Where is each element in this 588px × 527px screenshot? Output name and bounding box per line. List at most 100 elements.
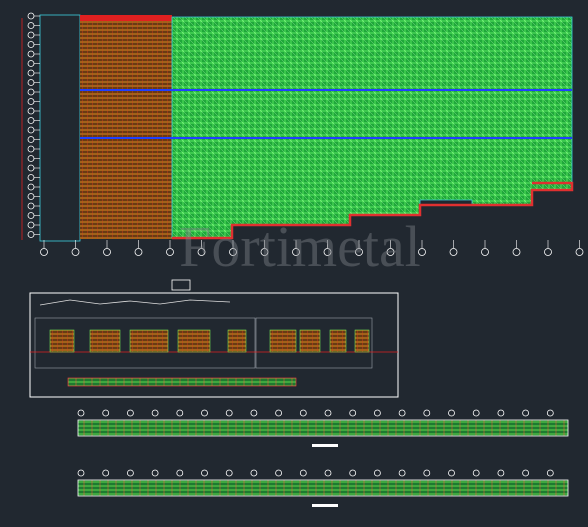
axis-bubble: [27, 183, 35, 191]
axis-bubble: [27, 60, 35, 67]
axis-bubble: [27, 107, 35, 115]
axis-bubble: [27, 174, 35, 181]
axis-bubble: [151, 469, 159, 477]
elevation: [269, 329, 297, 353]
title-box: [171, 279, 191, 291]
axis-bubble: [27, 117, 35, 124]
axis-bubble: [77, 409, 85, 417]
long-sections: [77, 409, 569, 507]
axis-bubble: [423, 409, 431, 417]
axis-bubble: [250, 469, 258, 477]
axis-bubble: [77, 469, 85, 477]
axis-bubble: [250, 409, 258, 417]
axis-bubble: [27, 221, 35, 229]
axis-bubble: [27, 31, 35, 39]
axis-bubble: [103, 248, 111, 256]
axis-bubble: [448, 409, 455, 417]
axis-bubble: [373, 469, 381, 477]
axis-bubble: [27, 145, 35, 153]
axis-bubble: [27, 69, 35, 77]
axis-bubble: [134, 248, 143, 256]
sheet-frame: [29, 292, 399, 398]
profile-line: [39, 299, 231, 306]
axis-bubble: [27, 136, 35, 143]
axis-bubble: [449, 248, 458, 256]
axis-bubble: [27, 155, 35, 162]
axis-bubble: [546, 469, 554, 477]
elevation: [299, 329, 321, 353]
axis-bubble: [448, 469, 455, 477]
axis-bubble: [275, 469, 283, 477]
axis-bubble: [398, 469, 406, 477]
axis-bubble: [102, 469, 110, 477]
axis-bubble: [27, 164, 35, 172]
axis-bubble: [27, 202, 35, 210]
hatched-zone: [80, 17, 172, 239]
axis-bubble: [260, 248, 269, 256]
axis-bubble: [225, 409, 233, 417]
section-sheet: [29, 279, 399, 398]
section-strip: [77, 419, 569, 437]
axis-bubble: [292, 248, 300, 256]
axis-bubble: [512, 248, 521, 256]
axis-bubble: [544, 248, 552, 256]
elevation: [89, 329, 121, 353]
axis-bubble: [27, 98, 35, 105]
axis-bubble: [349, 469, 357, 477]
axis-bubble: [176, 409, 184, 417]
plan-border: [39, 14, 81, 242]
axis-bubble: [225, 469, 233, 477]
axis-bubble: [27, 79, 35, 86]
axis-bubble: [324, 409, 332, 417]
axis-bubble: [575, 248, 584, 256]
axis-bubble: [522, 469, 529, 477]
section-label-bar: [312, 504, 338, 507]
axis-bubbles: [27, 12, 584, 256]
axis-bubble: [299, 409, 307, 417]
axis-bubble: [27, 126, 35, 134]
elevation: [177, 329, 211, 353]
axis-bubble: [126, 409, 134, 417]
axis-bubble: [229, 248, 237, 256]
elevation-frame: [34, 317, 256, 369]
axis-bubble: [201, 469, 208, 477]
axis-bubble: [27, 50, 35, 58]
axis-bubble: [126, 469, 134, 477]
axis-bubble: [472, 409, 480, 417]
axis-bubble: [27, 212, 35, 219]
elevation: [49, 329, 75, 353]
elevation: [329, 329, 347, 353]
axis-bubble: [27, 41, 35, 48]
axis-bubble: [27, 231, 35, 238]
axis-bubble: [355, 248, 363, 256]
axis-bubble: [386, 248, 395, 256]
axis-bubble: [349, 409, 357, 417]
top-band: [80, 15, 172, 21]
plan-strip: [67, 377, 297, 387]
floor-plan: [21, 12, 584, 256]
axis-bubble: [27, 193, 35, 200]
axis-bubble: [324, 469, 332, 477]
axis-bubble: [323, 248, 332, 256]
edge-beams: [172, 181, 574, 240]
axis-bubble: [373, 409, 381, 417]
axis-bubble: [472, 469, 480, 477]
axis-bubble: [522, 409, 529, 417]
axis-bubble: [151, 409, 159, 417]
axis-bubble: [275, 409, 283, 417]
section-strip: [77, 479, 569, 497]
axis-bubble: [546, 409, 554, 417]
axis-bubble: [497, 469, 505, 477]
elevation-frame: [255, 317, 373, 369]
axis-bubble: [102, 409, 110, 417]
axis-bubble: [176, 469, 184, 477]
axis-bubble: [27, 12, 35, 20]
elevations: [49, 329, 370, 353]
axis-bubble: [423, 469, 431, 477]
axis-bubble: [166, 248, 174, 256]
axis-bubble: [71, 248, 80, 256]
axis-bubble: [27, 22, 35, 29]
axis-bubble: [481, 248, 489, 256]
